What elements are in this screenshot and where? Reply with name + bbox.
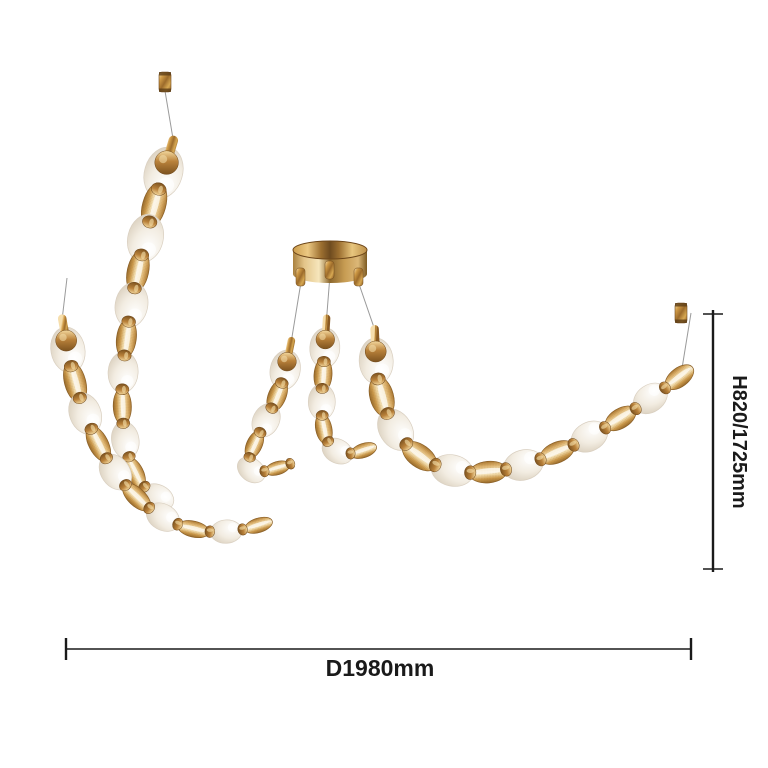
svg-text:H820/1725mm: H820/1725mm bbox=[728, 375, 750, 508]
svg-text:D1980mm: D1980mm bbox=[326, 655, 435, 681]
